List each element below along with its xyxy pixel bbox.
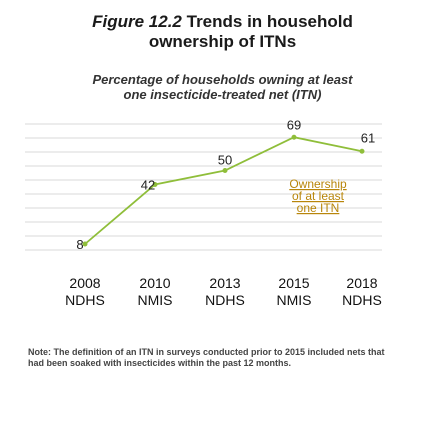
- data-point: [152, 182, 158, 187]
- data-label: 42: [141, 178, 155, 193]
- data-label: 69: [287, 117, 301, 132]
- figure-title-line2: ownership of ITNs: [148, 32, 297, 51]
- x-survey-label: NDHS: [65, 292, 105, 308]
- footnote: Note: The definition of an ITN in survey…: [28, 347, 385, 368]
- series-name-label: of at least: [292, 189, 345, 203]
- data-point: [359, 148, 365, 154]
- data-label: 8: [76, 237, 83, 252]
- figure-title-text: Trends in household: [186, 12, 353, 31]
- x-survey-label: NDHS: [205, 292, 245, 308]
- data-label: 50: [218, 153, 232, 168]
- data-label: 61: [361, 130, 375, 145]
- data-point: [291, 134, 297, 140]
- x-tick-label: 2013: [209, 275, 240, 291]
- x-tick-label: 2010: [139, 275, 170, 291]
- x-survey-label: NMIS: [138, 292, 173, 308]
- subtitle-line1: Percentage of households owning at least: [92, 72, 353, 87]
- x-tick-label: 2018: [346, 275, 377, 291]
- x-tick-label: 2015: [278, 275, 309, 291]
- figure-number: Figure 12.2: [92, 12, 182, 31]
- x-survey-label: NDHS: [342, 292, 382, 308]
- data-point: [82, 241, 88, 247]
- x-survey-label: NMIS: [277, 292, 312, 308]
- series-name-label: one ITN: [297, 201, 340, 215]
- series-name-label: Ownership: [289, 177, 347, 191]
- figure-title-line1: Figure 12.2 Trends in household: [0, 12, 445, 32]
- subtitle-line2: one insecticide-treated net (ITN): [123, 87, 322, 102]
- figure-title: Figure 12.2 Trends in household ownershi…: [0, 12, 445, 52]
- figure-subtitle: Percentage of households owning at least…: [0, 72, 445, 102]
- data-point: [222, 168, 228, 173]
- x-tick-label: 2008: [69, 275, 100, 291]
